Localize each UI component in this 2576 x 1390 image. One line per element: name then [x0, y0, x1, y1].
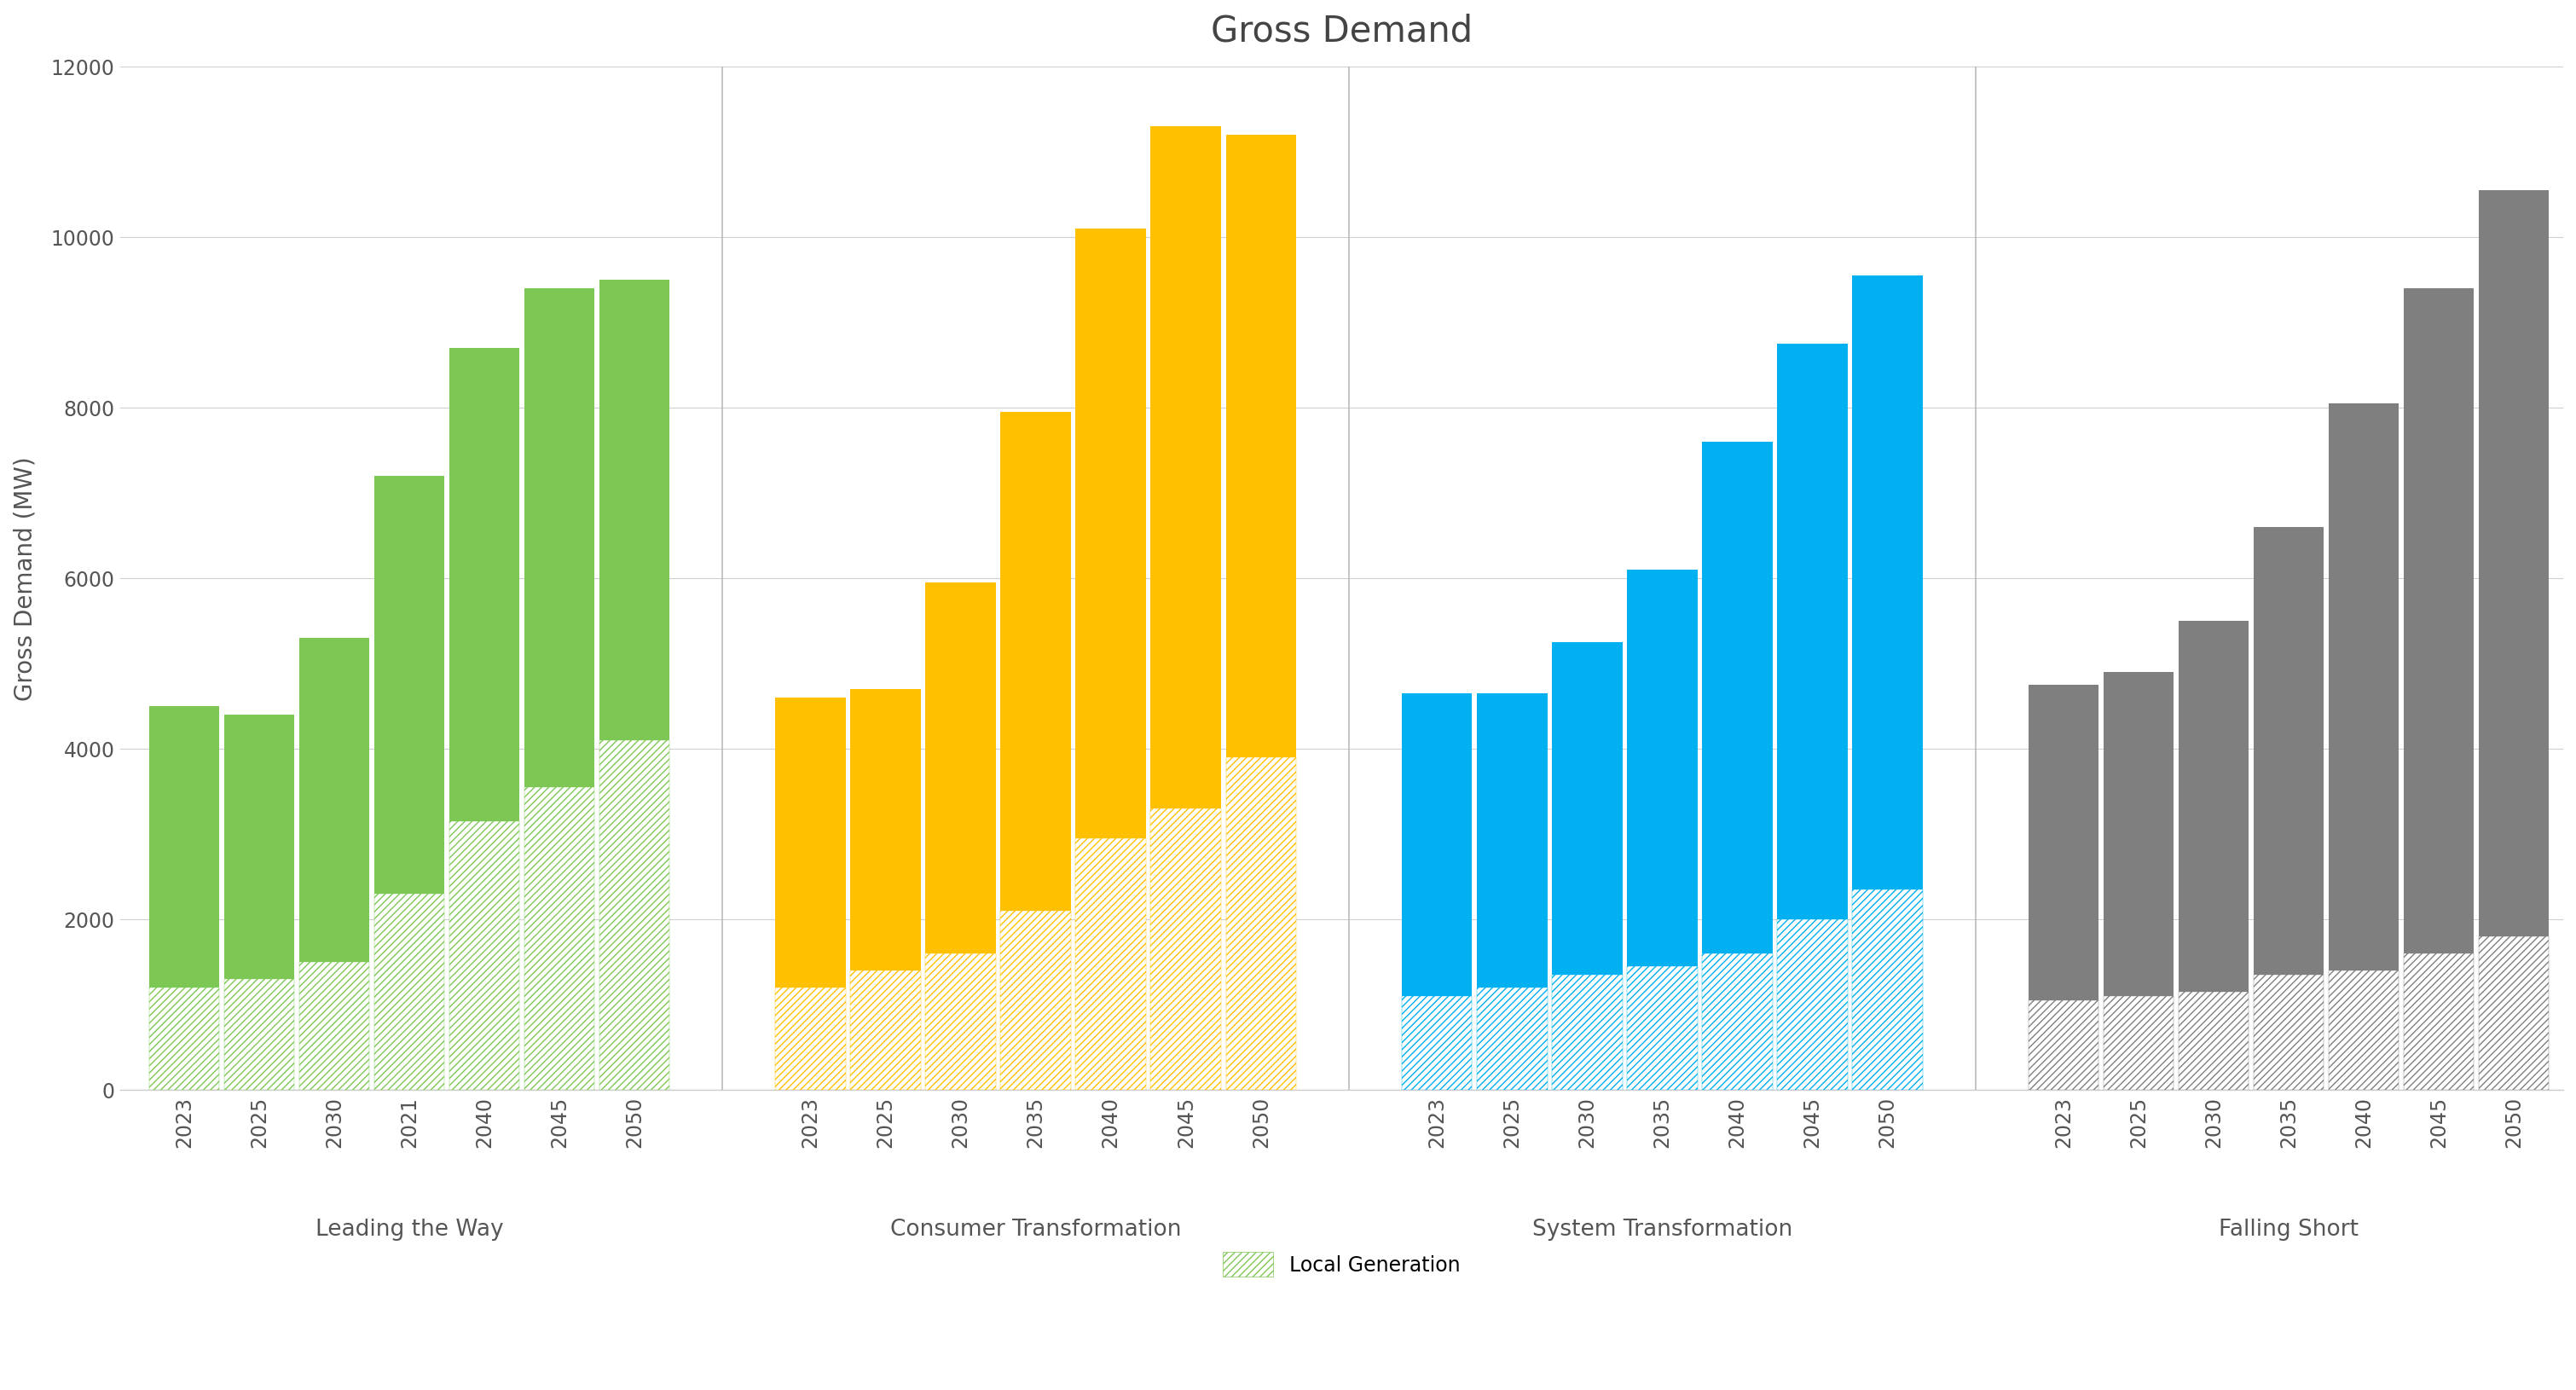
- Bar: [2403, 954, 2473, 1090]
- Text: Leading the Way: Leading the Way: [314, 1218, 502, 1240]
- Bar: [1151, 809, 1221, 1090]
- Bar: [2329, 403, 2398, 970]
- Bar: [2254, 974, 2324, 1090]
- Bar: [149, 987, 219, 1090]
- Bar: [2403, 954, 2473, 1090]
- Bar: [1551, 974, 1623, 1090]
- Bar: [1628, 570, 1698, 966]
- Bar: [2254, 527, 2324, 974]
- Bar: [1703, 954, 1772, 1090]
- Bar: [2478, 937, 2550, 1090]
- Bar: [2105, 997, 2174, 1090]
- Bar: [1551, 642, 1623, 974]
- Bar: [2179, 621, 2249, 992]
- Bar: [925, 954, 997, 1090]
- Y-axis label: Gross Demand (MW): Gross Demand (MW): [13, 456, 36, 701]
- Bar: [374, 894, 446, 1090]
- Bar: [1151, 809, 1221, 1090]
- Bar: [1703, 442, 1772, 954]
- Bar: [2105, 997, 2174, 1090]
- Bar: [2027, 1001, 2099, 1090]
- Bar: [448, 821, 520, 1090]
- Bar: [374, 477, 446, 894]
- Bar: [1852, 890, 1922, 1090]
- Bar: [526, 787, 595, 1090]
- Bar: [299, 962, 368, 1090]
- Text: System Transformation: System Transformation: [1533, 1218, 1793, 1240]
- Bar: [1476, 987, 1548, 1090]
- Bar: [1476, 694, 1548, 987]
- Text: Falling Short: Falling Short: [2218, 1218, 2360, 1240]
- Bar: [775, 987, 845, 1090]
- Bar: [1401, 997, 1471, 1090]
- Legend: Local Generation: Local Generation: [1216, 1244, 1468, 1284]
- Bar: [149, 706, 219, 987]
- Bar: [2027, 1001, 2099, 1090]
- Bar: [2329, 970, 2398, 1090]
- Bar: [2478, 190, 2550, 937]
- Bar: [1401, 997, 1471, 1090]
- Bar: [1628, 966, 1698, 1090]
- Bar: [850, 970, 920, 1090]
- Bar: [448, 349, 520, 821]
- Bar: [600, 741, 670, 1090]
- Bar: [149, 987, 219, 1090]
- Bar: [999, 910, 1072, 1090]
- Bar: [850, 689, 920, 970]
- Bar: [2403, 289, 2473, 954]
- Bar: [1777, 919, 1847, 1090]
- Bar: [775, 698, 845, 987]
- Bar: [2329, 970, 2398, 1090]
- Bar: [1077, 838, 1146, 1090]
- Bar: [1077, 229, 1146, 838]
- Bar: [1476, 987, 1548, 1090]
- Bar: [2179, 992, 2249, 1090]
- Bar: [1226, 758, 1296, 1090]
- Bar: [2478, 937, 2550, 1090]
- Bar: [224, 714, 294, 979]
- Bar: [1777, 919, 1847, 1090]
- Bar: [224, 979, 294, 1090]
- Bar: [925, 954, 997, 1090]
- Bar: [526, 289, 595, 787]
- Bar: [2105, 673, 2174, 997]
- Bar: [1226, 758, 1296, 1090]
- Bar: [1852, 890, 1922, 1090]
- Bar: [1077, 838, 1146, 1090]
- Bar: [2179, 992, 2249, 1090]
- Text: Consumer Transformation: Consumer Transformation: [891, 1218, 1182, 1240]
- Bar: [775, 987, 845, 1090]
- Bar: [1852, 275, 1922, 890]
- Bar: [1703, 954, 1772, 1090]
- Bar: [850, 970, 920, 1090]
- Bar: [299, 962, 368, 1090]
- Bar: [600, 279, 670, 741]
- Bar: [1226, 135, 1296, 758]
- Bar: [299, 638, 368, 962]
- Bar: [2027, 685, 2099, 1001]
- Bar: [999, 413, 1072, 910]
- Bar: [448, 821, 520, 1090]
- Bar: [1151, 126, 1221, 809]
- Bar: [2254, 974, 2324, 1090]
- Bar: [1777, 343, 1847, 919]
- Bar: [1551, 974, 1623, 1090]
- Bar: [374, 894, 446, 1090]
- Bar: [526, 787, 595, 1090]
- Bar: [925, 582, 997, 954]
- Bar: [224, 979, 294, 1090]
- Bar: [600, 741, 670, 1090]
- Bar: [1401, 694, 1471, 997]
- Title: Gross Demand: Gross Demand: [1211, 13, 1473, 49]
- Bar: [1628, 966, 1698, 1090]
- Bar: [999, 910, 1072, 1090]
